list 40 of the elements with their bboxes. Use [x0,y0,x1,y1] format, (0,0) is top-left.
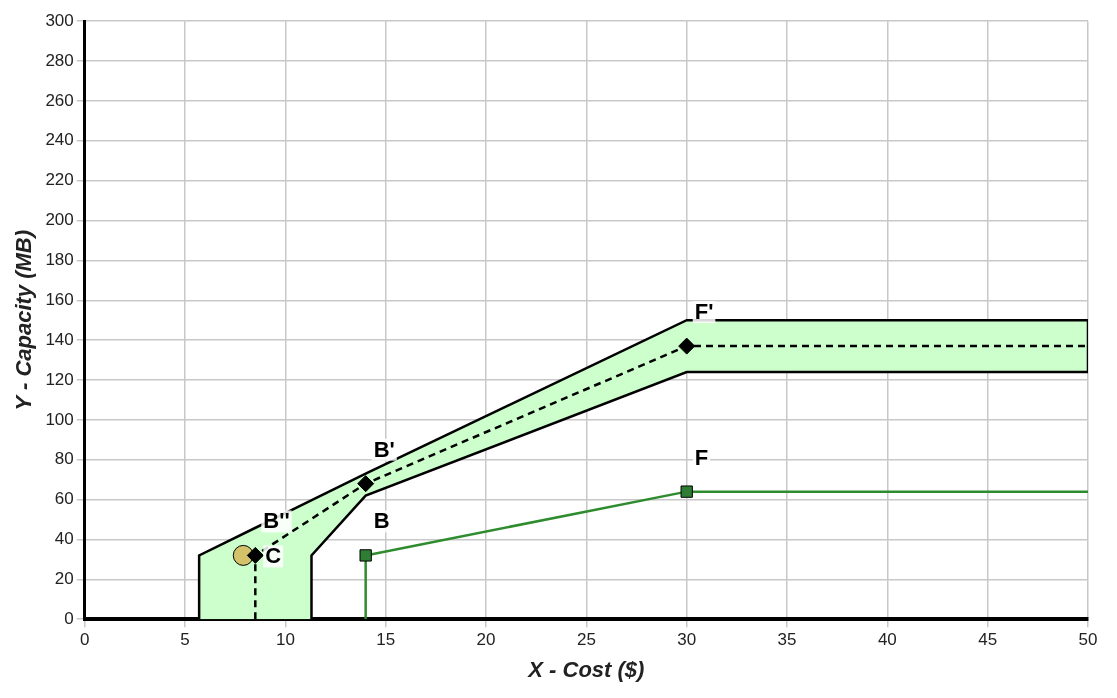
y-tick-label: 0 [64,608,74,628]
y-tick-label: 20 [54,569,74,589]
x-tick-label: 45 [978,630,998,650]
annotation: C [265,543,282,569]
y-tick-label: 240 [45,130,74,150]
x-axis-title: X - Cost ($) [526,656,645,682]
x-tick-label: 10 [275,630,295,650]
point [680,485,693,498]
y-tick-label: 120 [45,369,74,389]
y-tick-label: 220 [45,170,74,190]
y-tick-label: 40 [54,529,74,549]
point [678,337,696,355]
x-tick-label: 40 [877,630,897,650]
x-tick-label: 5 [180,630,190,650]
y-tick-label: 140 [45,329,74,349]
annotation: F [694,444,709,470]
x-tick-label: 20 [476,630,496,650]
point [246,546,264,564]
annotation: B [373,508,390,534]
x-tick-label: 15 [376,630,396,650]
x-tick-label: 35 [777,630,797,650]
point [357,475,375,493]
x-tick-label: 25 [576,630,596,650]
point [359,549,372,562]
y-tick-label: 260 [45,90,74,110]
x-tick-label: 0 [80,630,90,650]
y-tick-label: 180 [45,250,74,270]
y-tick-label: 80 [54,449,74,469]
y-tick-label: 280 [45,50,74,70]
y-tick-label: 300 [45,10,74,30]
annotation: B'' [263,508,290,534]
y-tick-label: 200 [45,210,74,230]
y-tick-label: 60 [54,489,74,509]
x-tick-label: 50 [1078,630,1098,650]
annotation: F' [694,299,714,325]
x-tick-label: 30 [677,630,697,650]
y-tick-label: 100 [45,409,74,429]
annotation: B' [373,436,395,462]
y-tick-label: 160 [45,289,74,309]
y-axis-title: Y - Capacity (MB) [11,229,37,411]
